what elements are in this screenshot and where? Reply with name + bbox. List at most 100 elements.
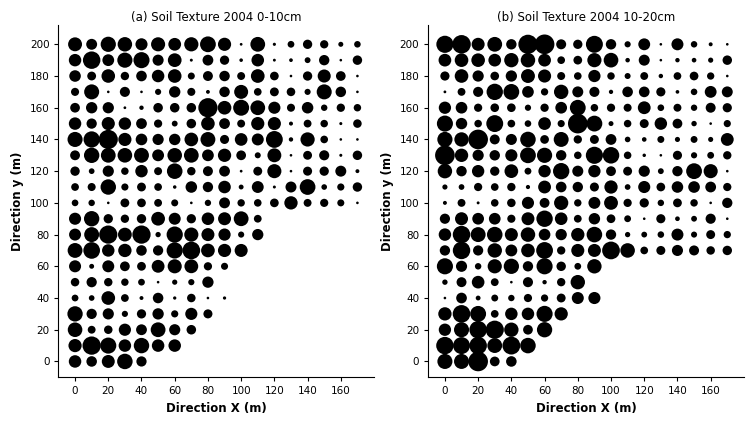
- Point: [69, 263, 81, 270]
- Point: [268, 104, 280, 111]
- Point: [102, 120, 114, 127]
- Point: [268, 41, 280, 48]
- Point: [439, 231, 451, 238]
- Point: [439, 199, 451, 206]
- Point: [704, 247, 716, 254]
- Point: [152, 120, 164, 127]
- Point: [351, 184, 363, 190]
- Point: [655, 136, 667, 143]
- Point: [621, 120, 633, 127]
- Point: [152, 184, 164, 190]
- Point: [301, 199, 313, 206]
- Point: [168, 279, 180, 285]
- Point: [85, 295, 97, 302]
- Point: [268, 120, 280, 127]
- Point: [505, 311, 517, 317]
- Point: [168, 104, 180, 111]
- Point: [505, 57, 517, 63]
- Point: [505, 358, 517, 365]
- Point: [522, 215, 534, 222]
- Point: [655, 57, 667, 63]
- Point: [655, 120, 667, 127]
- Point: [85, 89, 97, 95]
- Point: [85, 263, 97, 270]
- Point: [555, 215, 567, 222]
- Point: [655, 72, 667, 79]
- Point: [69, 358, 81, 365]
- Point: [135, 57, 147, 63]
- Point: [538, 263, 550, 270]
- Point: [152, 311, 164, 317]
- Point: [168, 72, 180, 79]
- Point: [152, 199, 164, 206]
- Point: [168, 199, 180, 206]
- Point: [688, 136, 700, 143]
- Point: [588, 57, 600, 63]
- Point: [168, 215, 180, 222]
- Point: [202, 168, 214, 175]
- Point: [235, 104, 247, 111]
- Point: [472, 311, 484, 317]
- Point: [488, 231, 501, 238]
- Point: [572, 57, 584, 63]
- Point: [185, 199, 197, 206]
- Point: [168, 168, 180, 175]
- Point: [538, 311, 550, 317]
- Point: [119, 342, 131, 349]
- Point: [671, 72, 683, 79]
- Point: [351, 89, 363, 95]
- Point: [285, 41, 297, 48]
- Point: [69, 342, 81, 349]
- Point: [488, 57, 501, 63]
- Point: [572, 120, 584, 127]
- Point: [488, 104, 501, 111]
- Point: [555, 231, 567, 238]
- Point: [638, 41, 650, 48]
- Point: [488, 326, 501, 333]
- Point: [152, 89, 164, 95]
- Point: [119, 104, 131, 111]
- X-axis label: Direction X (m): Direction X (m): [536, 402, 636, 415]
- Title: (a) Soil Texture 2004 0-10cm: (a) Soil Texture 2004 0-10cm: [131, 11, 301, 24]
- Point: [538, 279, 550, 285]
- Point: [168, 311, 180, 317]
- Point: [152, 215, 164, 222]
- Point: [721, 231, 733, 238]
- Point: [85, 326, 97, 333]
- Point: [522, 152, 534, 159]
- Point: [69, 311, 81, 317]
- Point: [102, 311, 114, 317]
- Point: [102, 215, 114, 222]
- Point: [85, 358, 97, 365]
- Point: [168, 263, 180, 270]
- Point: [505, 342, 517, 349]
- Point: [721, 104, 733, 111]
- Point: [119, 199, 131, 206]
- Point: [168, 152, 180, 159]
- Point: [168, 89, 180, 95]
- Point: [285, 57, 297, 63]
- Point: [152, 104, 164, 111]
- Point: [251, 184, 263, 190]
- Point: [704, 168, 716, 175]
- Point: [85, 184, 97, 190]
- Point: [538, 168, 550, 175]
- Point: [655, 231, 667, 238]
- Point: [69, 136, 81, 143]
- Point: [688, 247, 700, 254]
- Point: [301, 41, 313, 48]
- Point: [638, 152, 650, 159]
- Point: [538, 215, 550, 222]
- Point: [472, 72, 484, 79]
- Point: [588, 136, 600, 143]
- Point: [605, 136, 617, 143]
- Point: [605, 168, 617, 175]
- Point: [572, 215, 584, 222]
- Point: [488, 41, 501, 48]
- Point: [538, 120, 550, 127]
- Point: [472, 120, 484, 127]
- Point: [488, 311, 501, 317]
- Point: [85, 311, 97, 317]
- Point: [555, 89, 567, 95]
- Point: [688, 199, 700, 206]
